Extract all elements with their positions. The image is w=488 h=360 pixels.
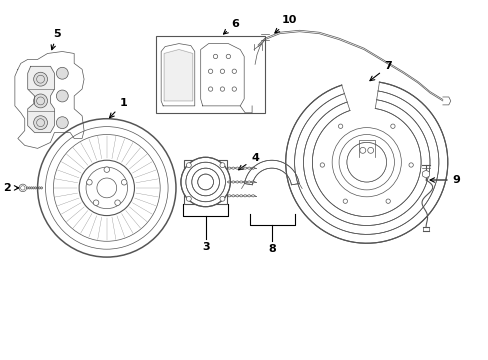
- Polygon shape: [164, 50, 192, 101]
- Polygon shape: [244, 160, 299, 185]
- Circle shape: [181, 157, 230, 207]
- Polygon shape: [28, 66, 54, 132]
- Circle shape: [34, 94, 47, 108]
- Circle shape: [220, 196, 224, 201]
- Text: 3: 3: [202, 242, 209, 252]
- Circle shape: [56, 67, 68, 79]
- Text: 10: 10: [274, 15, 297, 33]
- Circle shape: [56, 117, 68, 129]
- Circle shape: [93, 200, 99, 206]
- Circle shape: [390, 124, 394, 129]
- Text: 5: 5: [51, 29, 61, 50]
- Polygon shape: [161, 44, 194, 106]
- Circle shape: [385, 199, 389, 203]
- Circle shape: [38, 119, 176, 257]
- Text: 1: 1: [109, 98, 127, 118]
- Circle shape: [320, 163, 324, 167]
- Polygon shape: [422, 170, 428, 178]
- Text: 6: 6: [223, 19, 239, 34]
- Bar: [183, 160, 227, 204]
- Circle shape: [338, 124, 342, 129]
- Circle shape: [346, 143, 386, 182]
- Circle shape: [115, 200, 120, 206]
- Circle shape: [56, 90, 68, 102]
- Polygon shape: [244, 160, 299, 185]
- Circle shape: [97, 178, 117, 198]
- Bar: [156, 36, 264, 113]
- Circle shape: [79, 160, 134, 216]
- Circle shape: [86, 180, 92, 185]
- Circle shape: [121, 180, 127, 185]
- Circle shape: [104, 167, 109, 172]
- Circle shape: [34, 72, 47, 86]
- Text: 4: 4: [238, 153, 259, 170]
- Polygon shape: [15, 51, 84, 148]
- Circle shape: [408, 163, 412, 167]
- Circle shape: [186, 196, 191, 201]
- Circle shape: [220, 163, 224, 168]
- Text: 9: 9: [429, 175, 460, 185]
- Circle shape: [34, 116, 47, 130]
- Text: 7: 7: [369, 61, 391, 81]
- Text: 8: 8: [267, 244, 275, 254]
- Polygon shape: [285, 82, 447, 243]
- Circle shape: [343, 199, 347, 203]
- Polygon shape: [200, 44, 244, 106]
- Text: 2: 2: [3, 183, 19, 193]
- Circle shape: [186, 163, 191, 168]
- Circle shape: [19, 184, 26, 192]
